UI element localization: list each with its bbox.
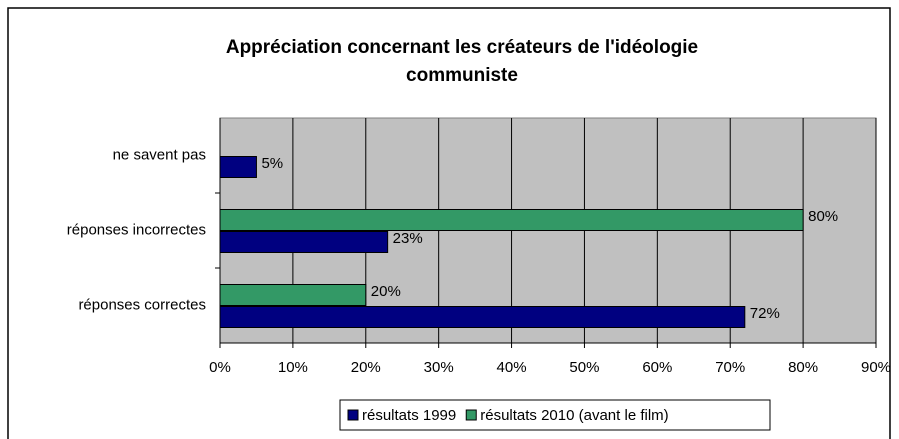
legend	[339, 399, 771, 431]
bar	[219, 306, 746, 328]
data-label: 20%	[371, 283, 401, 300]
data-label: 72%	[750, 305, 780, 322]
legend-swatch	[347, 409, 359, 421]
bar	[219, 209, 804, 231]
x-tick-label: 10%	[278, 359, 308, 376]
y-tick-label: réponses correctes	[78, 296, 206, 313]
chart-title: Appréciation concernant les créateurs de…	[226, 37, 698, 58]
x-tick-label: 20%	[351, 359, 381, 376]
x-tick-label: 40%	[497, 359, 527, 376]
y-tick-label: ne savent pas	[113, 146, 206, 163]
chart-title: communiste	[406, 65, 518, 86]
data-label: 80%	[808, 208, 838, 225]
x-tick-label: 30%	[424, 359, 454, 376]
bar	[219, 231, 389, 253]
legend-swatch	[465, 409, 477, 421]
data-label: 5%	[261, 155, 283, 172]
x-tick-label: 70%	[715, 359, 745, 376]
x-tick-label: 90%	[861, 359, 891, 376]
y-tick-label: réponses incorrectes	[67, 221, 206, 238]
x-tick-label: 0%	[209, 359, 231, 376]
data-label: 23%	[393, 230, 423, 247]
legend-label: résultats 1999	[362, 407, 456, 424]
legend-label: résultats 2010 (avant le film)	[480, 407, 668, 424]
bar	[219, 156, 257, 178]
x-tick-label: 50%	[569, 359, 599, 376]
x-tick-label: 60%	[642, 359, 672, 376]
bar	[219, 284, 367, 306]
x-tick-label: 80%	[788, 359, 818, 376]
